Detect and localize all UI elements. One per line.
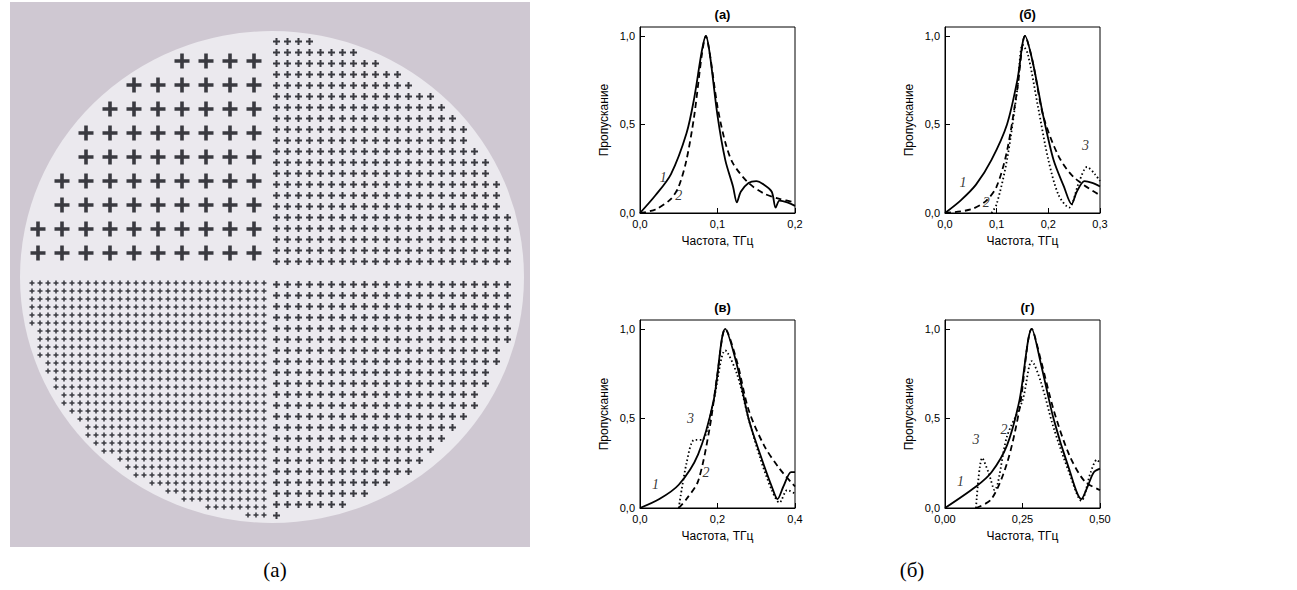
svg-text:2: 2 — [1000, 422, 1007, 437]
svg-text:1: 1 — [652, 477, 659, 492]
svg-text:0,2: 0,2 — [710, 513, 725, 525]
svg-text:0,5: 0,5 — [620, 118, 635, 130]
svg-text:3: 3 — [1081, 138, 1089, 153]
svg-text:1: 1 — [960, 175, 967, 190]
svg-text:0,2: 0,2 — [787, 218, 802, 230]
svg-text:(г): (г) — [1020, 300, 1034, 315]
svg-text:0,25: 0,25 — [1012, 513, 1033, 525]
svg-text:Частота, ТГц: Частота, ТГц — [682, 529, 754, 543]
svg-text:1: 1 — [957, 474, 964, 489]
svg-text:1,0: 1,0 — [925, 323, 940, 335]
svg-text:0,0: 0,0 — [619, 207, 635, 219]
svg-text:2: 2 — [675, 187, 683, 203]
html-text:(б): (б) — [899, 558, 925, 582]
svg-text:0,5: 0,5 — [925, 412, 940, 424]
svg-text:(а): (а) — [715, 7, 731, 22]
svg-text:(б): (б) — [1019, 7, 1036, 22]
svg-text:3: 3 — [972, 432, 980, 447]
svg-text:0,1: 0,1 — [989, 218, 1004, 230]
svg-text:2: 2 — [702, 465, 709, 480]
svg-text:0,1: 0,1 — [710, 218, 725, 230]
svg-text:0,0: 0,0 — [619, 502, 635, 514]
svg-text:1,0: 1,0 — [620, 30, 635, 42]
svg-text:0,5: 0,5 — [925, 118, 940, 130]
svg-text:0,4: 0,4 — [787, 513, 802, 525]
svg-text:0,0: 0,0 — [924, 207, 940, 219]
svg-text:0,00: 0,00 — [934, 513, 955, 525]
svg-text:Пропускание: Пропускание — [597, 377, 611, 450]
svg-text:0,5: 0,5 — [620, 412, 635, 424]
svg-text:Частота, ТГц: Частота, ТГц — [682, 234, 754, 248]
svg-text:Пропускание: Пропускание — [597, 83, 611, 156]
svg-text:0,2: 0,2 — [1041, 218, 1056, 230]
svg-text:3: 3 — [686, 411, 694, 426]
svg-text:0,0: 0,0 — [937, 218, 952, 230]
svg-text:2: 2 — [982, 194, 990, 210]
svg-text:(в): (в) — [714, 300, 731, 315]
svg-text:0,50: 0,50 — [1089, 513, 1110, 525]
svg-text:0,0: 0,0 — [632, 513, 647, 525]
svg-text:0,0: 0,0 — [632, 218, 647, 230]
html-text:(а): (а) — [263, 558, 287, 582]
svg-text:1,0: 1,0 — [620, 323, 635, 335]
svg-text:Частота, ТГц: Частота, ТГц — [987, 529, 1059, 543]
svg-text:0,3: 0,3 — [1092, 218, 1107, 230]
svg-text:1,0: 1,0 — [925, 30, 940, 42]
svg-text:Пропускание: Пропускание — [902, 377, 916, 450]
svg-text:Частота, ТГц: Частота, ТГц — [987, 234, 1059, 248]
svg-text:1: 1 — [659, 170, 667, 186]
svg-text:0,0: 0,0 — [924, 502, 940, 514]
svg-text:Пропускание: Пропускание — [902, 83, 916, 156]
